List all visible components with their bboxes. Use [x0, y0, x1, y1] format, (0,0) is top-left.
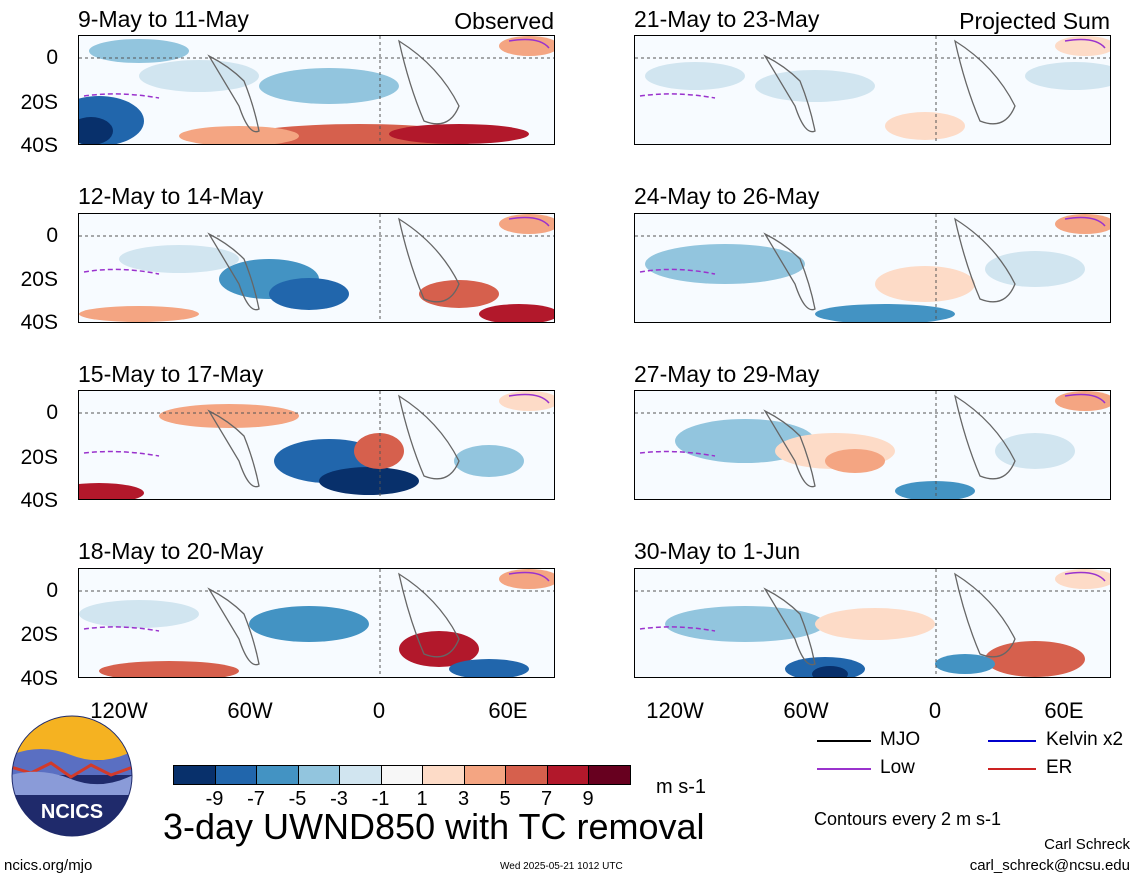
colorbar-label: 1 — [416, 788, 428, 810]
footer-email[interactable]: carl_schreck@ncsu.edu — [969, 857, 1130, 874]
legend-kelvin-label: Kelvin x2 — [1046, 729, 1124, 750]
panel-label-projected: Projected Sum — [959, 8, 1110, 34]
colorbar-label: -3 — [330, 788, 348, 810]
colorbar-cell — [339, 765, 382, 785]
footer-url[interactable]: ncics.org/mjo — [4, 857, 93, 874]
y-tick-40s: 40S — [20, 489, 58, 512]
panel-title-3: 15-May to 17-May — [78, 361, 264, 387]
colorbar-cell — [505, 765, 548, 785]
legend-er-label: ER — [1046, 757, 1073, 778]
panel-title-6: 24-May to 26-May — [634, 183, 820, 209]
colorbar-cell — [297, 765, 340, 785]
y-tick-0: 0 — [46, 224, 58, 247]
y-tick-40s: 40S — [20, 667, 58, 690]
colorbar-cell — [546, 765, 589, 785]
x-tick-60e: 60E — [1044, 698, 1084, 723]
colorbar-label: 3 — [457, 788, 470, 810]
main-title: 3-day UWND850 with TC removal — [163, 806, 705, 847]
colorbar-cell — [463, 765, 506, 785]
map-panel-2 — [78, 213, 555, 323]
panel-title-5: 21-May to 23-May — [634, 6, 820, 32]
map-panel-5 — [634, 35, 1111, 145]
y-tick-20s: 20S — [20, 446, 58, 469]
ncics-logo: NCICS — [11, 715, 133, 837]
colorbar-label: 5 — [499, 788, 511, 810]
map-panel-4 — [78, 568, 555, 678]
footer-timestamp: Wed 2025-05-21 1012 UTC — [500, 861, 623, 872]
legend-low-line — [817, 768, 871, 770]
panel-title-2: 12-May to 14-May — [78, 183, 264, 209]
y-tick-40s: 40S — [20, 134, 58, 157]
panel-title-4: 18-May to 20-May — [78, 538, 264, 564]
colorbar-label: -1 — [371, 788, 390, 810]
legend-mjo-label: MJO — [880, 729, 921, 750]
logo-text: NCICS — [41, 801, 103, 823]
colorbar-cell — [173, 765, 216, 785]
contour-note: Contours every 2 m s-1 — [814, 809, 1002, 829]
x-tick-120w: 120W — [90, 698, 148, 723]
map-panel-8 — [634, 568, 1111, 678]
y-tick-20s: 20S — [20, 623, 58, 646]
map-panel-6 — [634, 213, 1111, 323]
panel-label-observed: Observed — [454, 8, 554, 34]
colorbar-units: m s-1 — [656, 776, 706, 798]
y-tick-40s: 40S — [20, 311, 58, 334]
colorbar-cell — [588, 765, 631, 785]
x-tick-0: 0 — [928, 698, 942, 723]
x-tick-60w: 60W — [227, 698, 273, 723]
colorbar-label: 9 — [582, 788, 594, 810]
y-tick-20s: 20S — [20, 268, 58, 291]
colorbar-label: -9 — [205, 788, 224, 810]
colorbar-label: -5 — [288, 788, 307, 810]
colorbar-label: -7 — [247, 788, 265, 810]
legend-kelvin-line — [988, 740, 1036, 742]
colorbar-cell — [256, 765, 299, 785]
colorbar-cell — [214, 765, 257, 785]
panel-title-8: 30-May to 1-Jun — [634, 538, 801, 564]
x-tick-0: 0 — [372, 698, 386, 723]
panel-title-7: 27-May to 29-May — [634, 361, 820, 387]
legend-mjo-line — [817, 740, 871, 742]
x-tick-60w: 60W — [783, 698, 829, 723]
map-panel-1 — [78, 35, 555, 145]
legend-er-line — [988, 768, 1036, 770]
legend-low-label: Low — [880, 757, 915, 778]
map-panel-3 — [78, 390, 555, 500]
y-tick-0: 0 — [46, 579, 58, 602]
colorbar-label: 7 — [540, 788, 553, 810]
footer-author: Carl Schreck — [1044, 836, 1130, 853]
map-panel-7 — [634, 390, 1111, 500]
y-tick-20s: 20S — [20, 91, 58, 114]
y-tick-0: 0 — [46, 401, 58, 424]
colorbar-cell — [422, 765, 465, 785]
x-tick-60e: 60E — [488, 698, 528, 723]
x-tick-120w: 120W — [646, 698, 704, 723]
panel-title-1: 9-May to 11-May — [78, 6, 249, 32]
y-tick-0: 0 — [46, 46, 58, 69]
colorbar-cell — [380, 765, 423, 785]
